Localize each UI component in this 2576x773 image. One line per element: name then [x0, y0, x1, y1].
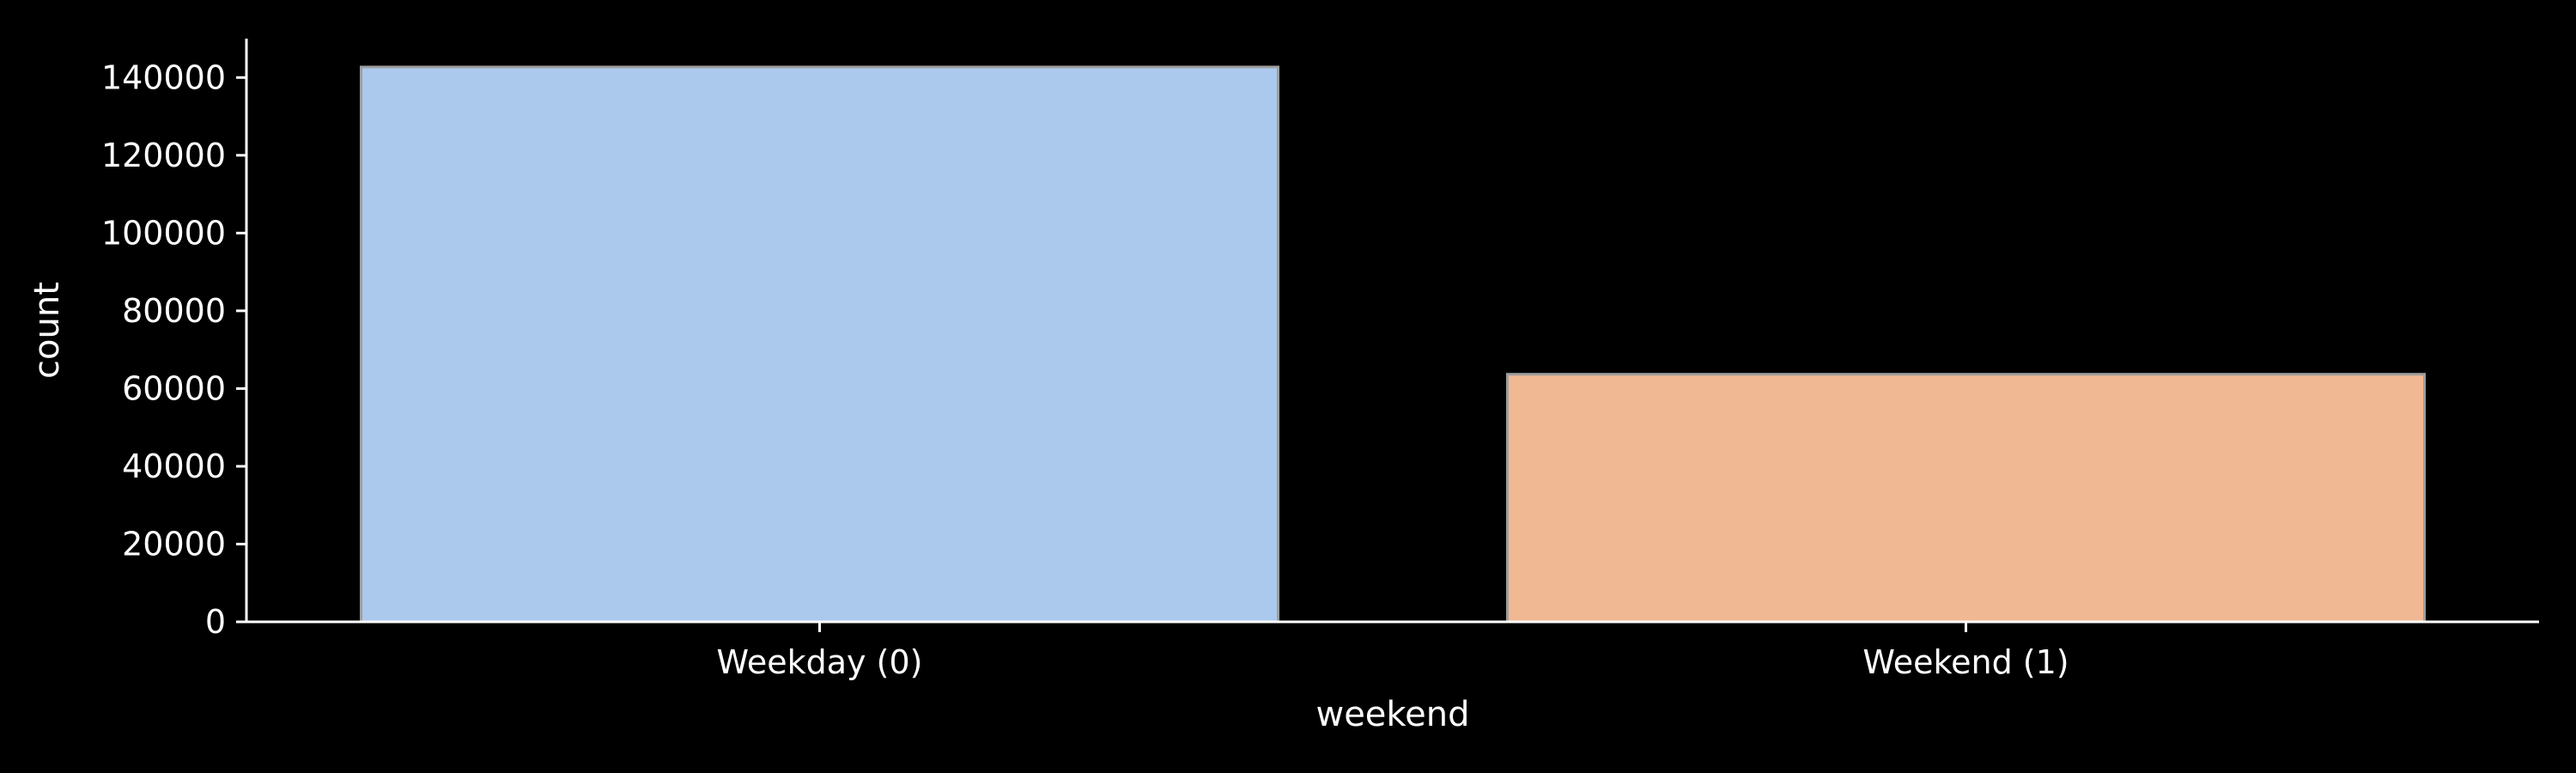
x-ticks: Weekday (0) Weekend (1): [717, 622, 2069, 681]
bars-group: [360, 65, 2426, 624]
y-tick-label: 40000: [122, 447, 226, 485]
y-tick-label: 100000: [101, 214, 226, 252]
y-tick-label: 20000: [122, 525, 226, 563]
y-tick-label: 60000: [122, 369, 226, 407]
y-tick-label: 120000: [101, 137, 226, 174]
y-axis-label: count: [27, 282, 67, 379]
y-tick-label: 0: [205, 603, 226, 641]
y-axis: 0 20000 40000 60000 80000 100000 120000 140000: [101, 39, 248, 641]
y-ticks: 0 20000 40000 60000 80000 100000 120000 140000: [101, 58, 246, 641]
y-tick-label: 140000: [101, 58, 226, 96]
y-tick-label: 80000: [122, 292, 226, 330]
bar-1: [1506, 373, 2426, 624]
x-axis: Weekday (0) Weekend (1): [246, 620, 2539, 681]
x-tick-label: Weekday (0): [717, 643, 923, 681]
x-axis-label: weekend: [1315, 695, 1469, 734]
x-tick-label: Weekend (1): [1862, 643, 2069, 681]
bar-0: [360, 65, 1279, 624]
